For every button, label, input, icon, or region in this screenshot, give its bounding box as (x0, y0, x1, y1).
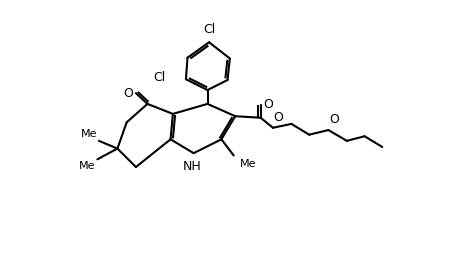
Text: NH: NH (183, 160, 201, 173)
Text: O: O (329, 113, 339, 126)
Text: O: O (264, 98, 274, 111)
Text: Me: Me (240, 158, 256, 169)
Text: Me: Me (81, 129, 97, 139)
Text: O: O (274, 111, 284, 124)
Text: O: O (123, 87, 133, 100)
Text: Cl: Cl (203, 23, 215, 36)
Text: Me: Me (79, 161, 96, 171)
Text: Cl: Cl (153, 71, 165, 84)
